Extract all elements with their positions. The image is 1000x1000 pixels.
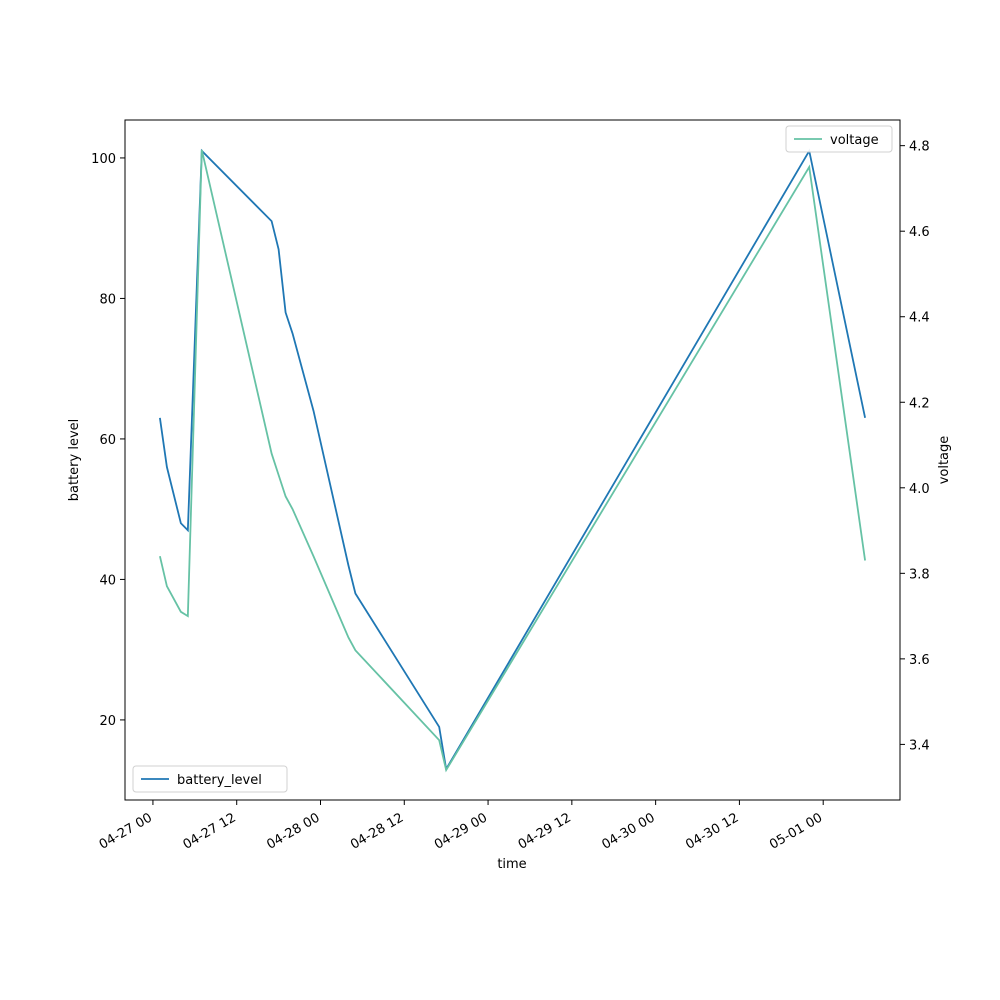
- y2-tick-label: 4.2: [909, 396, 930, 411]
- y2-tick-label: 4.0: [909, 482, 930, 497]
- y2-axis-label: voltage: [937, 436, 952, 485]
- x-tick-label: 04-27 12: [181, 810, 239, 852]
- x-tick-label: 04-28 00: [264, 810, 322, 852]
- y2-tick-label: 4.8: [909, 140, 930, 155]
- legend-label: voltage: [830, 133, 879, 148]
- legend-label: battery_level: [177, 773, 262, 788]
- y-tick-label: 100: [91, 152, 116, 167]
- plot-frame: [124, 119, 901, 801]
- series-line: [159, 148, 866, 772]
- x-axis-label: time: [497, 857, 526, 872]
- x-tick-label: 04-30 12: [683, 810, 741, 852]
- x-tick-label: 04-30 00: [600, 810, 658, 852]
- x-tick-label: 04-27 00: [97, 810, 155, 852]
- legend-box: [785, 125, 893, 153]
- series-line: [159, 149, 866, 773]
- y-tick-label: 40: [99, 573, 116, 588]
- y2-tick-label: 4.6: [909, 225, 930, 240]
- x-tick-label: 04-29 12: [516, 810, 574, 852]
- y-tick-label: 60: [99, 433, 116, 448]
- y-tick-label: 80: [99, 292, 116, 307]
- y-tick-label: 20: [99, 714, 116, 729]
- y2-tick-label: 3.6: [909, 653, 930, 668]
- y2-tick-label: 4.4: [909, 311, 930, 326]
- y-axis-label: battery level: [67, 419, 82, 502]
- x-tick-label: 04-28 12: [348, 810, 406, 852]
- y2-tick-label: 3.8: [909, 567, 930, 582]
- y2-tick-label: 3.4: [909, 738, 930, 753]
- x-tick-label: 05-01 00: [767, 810, 825, 852]
- legend-box: [132, 765, 288, 793]
- x-tick-label: 04-29 00: [432, 810, 490, 852]
